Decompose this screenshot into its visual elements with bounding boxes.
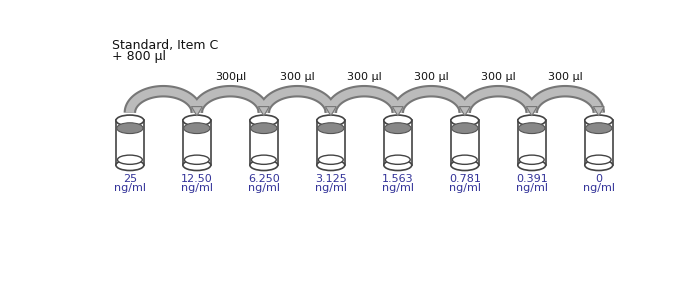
- Polygon shape: [459, 107, 470, 116]
- Ellipse shape: [384, 160, 412, 170]
- Text: ng/ml: ng/ml: [449, 183, 481, 193]
- Ellipse shape: [451, 115, 479, 126]
- Ellipse shape: [585, 115, 613, 126]
- Polygon shape: [325, 107, 336, 116]
- Ellipse shape: [452, 155, 477, 164]
- Ellipse shape: [518, 115, 546, 126]
- Text: 300 μl: 300 μl: [414, 72, 449, 82]
- Text: ng/ml: ng/ml: [516, 183, 548, 193]
- Polygon shape: [191, 107, 202, 116]
- Text: 300 μl: 300 μl: [347, 72, 382, 82]
- Ellipse shape: [183, 160, 211, 170]
- Ellipse shape: [184, 123, 210, 134]
- Ellipse shape: [250, 160, 278, 170]
- Text: Standard, Item C: Standard, Item C: [112, 39, 218, 52]
- Text: ng/ml: ng/ml: [315, 183, 347, 193]
- Ellipse shape: [250, 115, 278, 126]
- Text: 12.50: 12.50: [181, 174, 213, 184]
- Ellipse shape: [318, 123, 344, 134]
- Ellipse shape: [183, 115, 211, 126]
- Ellipse shape: [519, 123, 545, 134]
- Ellipse shape: [116, 115, 144, 126]
- Text: 300 μl: 300 μl: [548, 72, 583, 82]
- Ellipse shape: [384, 115, 412, 126]
- Ellipse shape: [452, 123, 478, 134]
- Polygon shape: [526, 107, 537, 116]
- Text: 3.125: 3.125: [315, 174, 347, 184]
- Text: 0.391: 0.391: [516, 174, 548, 184]
- Text: ng/ml: ng/ml: [583, 183, 615, 193]
- Ellipse shape: [116, 160, 144, 170]
- Ellipse shape: [317, 160, 345, 170]
- Ellipse shape: [385, 123, 411, 134]
- Polygon shape: [593, 107, 604, 116]
- Ellipse shape: [117, 155, 142, 164]
- Ellipse shape: [184, 155, 209, 164]
- Ellipse shape: [385, 155, 410, 164]
- Ellipse shape: [585, 160, 613, 170]
- Ellipse shape: [251, 123, 277, 134]
- Text: + 800 μl: + 800 μl: [112, 50, 166, 63]
- Ellipse shape: [117, 123, 143, 134]
- Ellipse shape: [451, 160, 479, 170]
- Text: 1.563: 1.563: [382, 174, 414, 184]
- Text: 300 μl: 300 μl: [280, 72, 315, 82]
- Text: 0.781: 0.781: [449, 174, 481, 184]
- Ellipse shape: [518, 160, 546, 170]
- Ellipse shape: [318, 155, 343, 164]
- Text: 300μl: 300μl: [215, 72, 246, 82]
- Text: ng/ml: ng/ml: [248, 183, 280, 193]
- Ellipse shape: [251, 155, 276, 164]
- Text: 25: 25: [123, 174, 137, 184]
- Ellipse shape: [317, 115, 345, 126]
- Ellipse shape: [586, 123, 612, 134]
- Text: ng/ml: ng/ml: [181, 183, 213, 193]
- Ellipse shape: [519, 155, 544, 164]
- Text: ng/ml: ng/ml: [382, 183, 414, 193]
- Polygon shape: [258, 107, 269, 116]
- Text: 6.250: 6.250: [248, 174, 280, 184]
- Text: 300 μl: 300 μl: [481, 72, 516, 82]
- Text: ng/ml: ng/ml: [114, 183, 146, 193]
- Text: 0: 0: [595, 174, 602, 184]
- Ellipse shape: [586, 155, 611, 164]
- Polygon shape: [392, 107, 403, 116]
